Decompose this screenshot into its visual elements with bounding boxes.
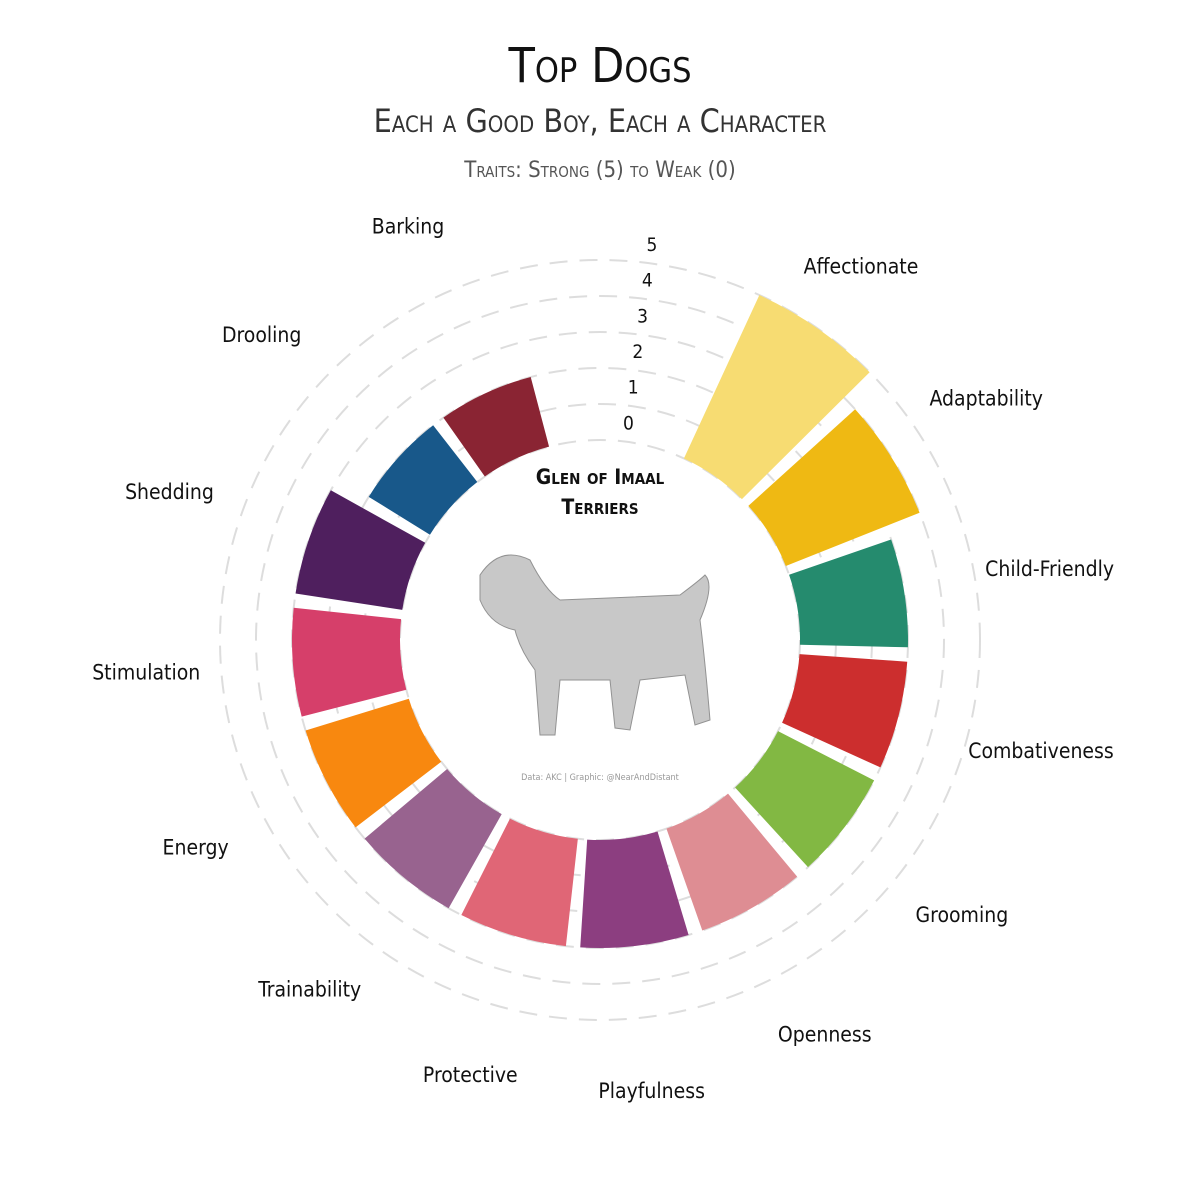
category-label: Playfulness [598,1079,705,1103]
scale-note: Traits: Strong (5) to Weak (0) [463,158,735,183]
chart-subtitle: Each a Good Boy, Each a Character [374,102,827,140]
category-label: Child-Friendly [985,557,1114,581]
bar [461,818,578,947]
y-tick-label: 1 [628,377,639,399]
y-tick-label: 5 [647,234,658,256]
bar [782,654,908,768]
y-tick-label: 2 [632,341,643,363]
bar [295,490,426,610]
bar [683,295,870,500]
y-tick-label: 0 [623,412,634,434]
grid-ring [255,295,945,985]
chart-title: Top Dogs [507,38,691,94]
bar [305,698,442,828]
bar [580,831,689,948]
category-label: Adaptability [929,386,1042,410]
credit: Data: AKC | Graphic: @NearAndDistant [521,773,679,783]
y-tick-label: 4 [642,270,653,292]
category-label: Drooling [222,323,301,347]
y-tick-label: 3 [637,305,648,327]
bar [789,539,908,648]
category-label: Energy [163,836,229,860]
bar [368,425,478,535]
bar [443,376,550,477]
category-label: Shedding [125,480,214,504]
category-label: Protective [423,1063,518,1087]
bar [748,409,920,566]
bar [364,768,502,909]
category-label: Trainability [257,977,361,1001]
bar [666,793,798,931]
category-label: Affectionate [804,254,919,278]
category-label: Openness [778,1023,872,1047]
bar [292,607,407,717]
dog-illustration [479,554,711,736]
grid-ring [219,259,981,1021]
breed-label: Glen of Imaal Terriers [535,465,665,519]
bar [735,731,875,868]
category-label: Barking [372,214,444,238]
category-label: Grooming [916,903,1009,927]
category-label: Combativeness [968,739,1113,763]
category-label: Stimulation [92,660,200,684]
